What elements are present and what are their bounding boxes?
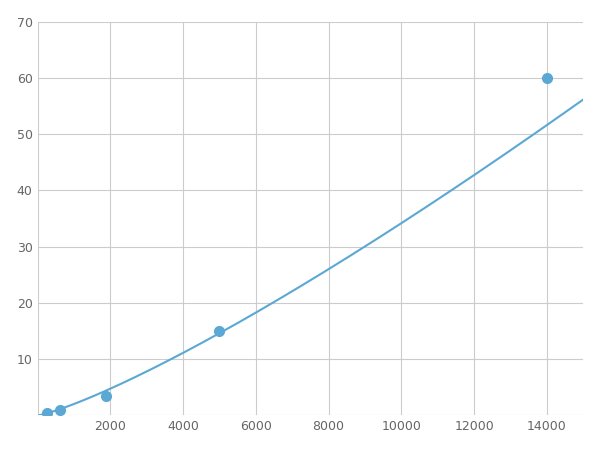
Point (542, 74, 552, 81)
Point (42, 409, 52, 416)
Point (101, 392, 110, 400)
Point (55, 407, 65, 414)
Point (215, 328, 224, 335)
